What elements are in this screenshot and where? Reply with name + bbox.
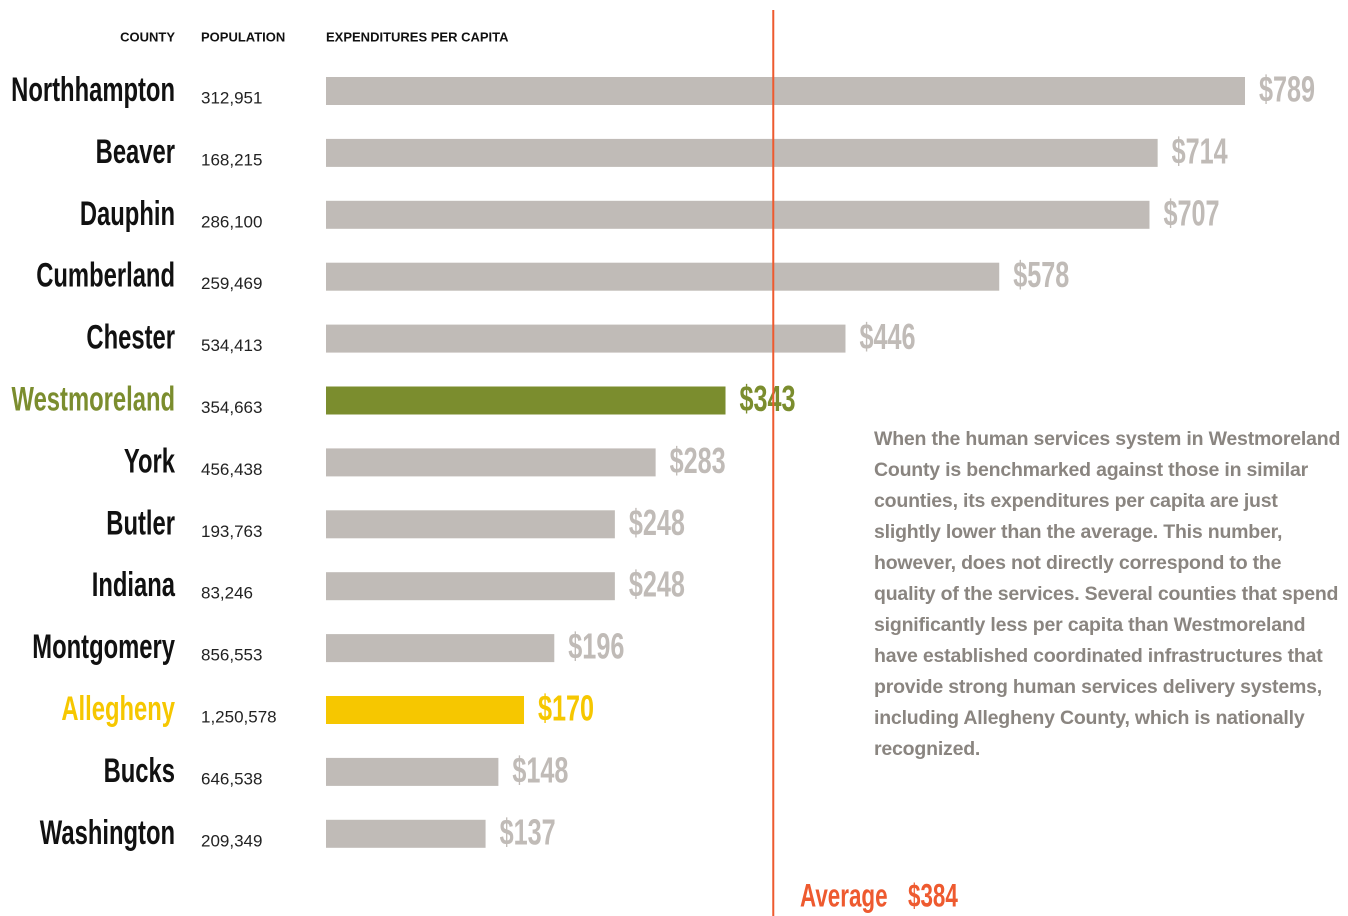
- bar: [326, 324, 846, 353]
- bar: [326, 138, 1158, 167]
- bar: [326, 819, 486, 848]
- population: 456,438: [201, 460, 262, 479]
- county-name: York: [124, 442, 176, 480]
- population: 193,763: [201, 522, 262, 541]
- county-name: Cumberland: [36, 257, 175, 295]
- county-name: Bucks: [104, 752, 175, 790]
- population: 168,215: [201, 150, 262, 169]
- population: 1,250,578: [201, 707, 277, 726]
- population: 646,538: [201, 769, 262, 788]
- bar: [326, 448, 656, 477]
- county-name: Indiana: [92, 566, 176, 604]
- column-header: EXPENDITURES PER CAPITA: [326, 29, 509, 44]
- value-label: $578: [1013, 255, 1069, 296]
- bar: [326, 510, 615, 539]
- value-label: $148: [512, 750, 568, 791]
- county-name: Washington: [40, 814, 175, 852]
- population: 534,413: [201, 336, 262, 355]
- value-label: $248: [629, 564, 685, 605]
- bar: [326, 572, 615, 601]
- bar: [326, 77, 1245, 105]
- value-label: $170: [538, 688, 594, 729]
- population: 83,246: [201, 584, 253, 603]
- bar: [326, 757, 499, 786]
- bar: [326, 696, 525, 724]
- population: 286,100: [201, 212, 262, 231]
- annotation: When the human services system in Westmo…: [874, 428, 1341, 760]
- bar: [326, 262, 1000, 291]
- value-label: $789: [1259, 69, 1315, 110]
- average-value: $384: [908, 877, 958, 913]
- population: 312,951: [201, 88, 262, 107]
- column-header: COUNTY: [120, 29, 175, 44]
- bar: [326, 200, 1150, 229]
- county-name: Beaver: [96, 133, 175, 171]
- value-label: $714: [1172, 131, 1229, 172]
- value-label: $446: [859, 317, 915, 358]
- county-name: Allegheny: [61, 690, 175, 728]
- value-label: $283: [670, 440, 726, 481]
- county-name: Dauphin: [80, 195, 175, 233]
- value-label: $707: [1163, 193, 1219, 234]
- population: 259,469: [201, 274, 262, 293]
- county-name: Montgomery: [32, 628, 175, 666]
- county-name: Butler: [106, 504, 175, 542]
- value-label: $343: [740, 379, 796, 420]
- value-label: $196: [568, 626, 624, 667]
- population: 354,663: [201, 398, 262, 417]
- value-label: $137: [500, 812, 556, 853]
- county-name: Westmoreland: [12, 380, 175, 418]
- county-name: Chester: [86, 318, 175, 356]
- bar: [326, 386, 726, 415]
- column-header: POPULATION: [201, 29, 285, 44]
- population: 209,349: [201, 831, 262, 850]
- county-name: Northhampton: [11, 71, 175, 109]
- average-label: Average: [800, 877, 888, 913]
- bar: [326, 634, 555, 663]
- value-label: $248: [629, 502, 685, 543]
- population: 856,553: [201, 646, 262, 665]
